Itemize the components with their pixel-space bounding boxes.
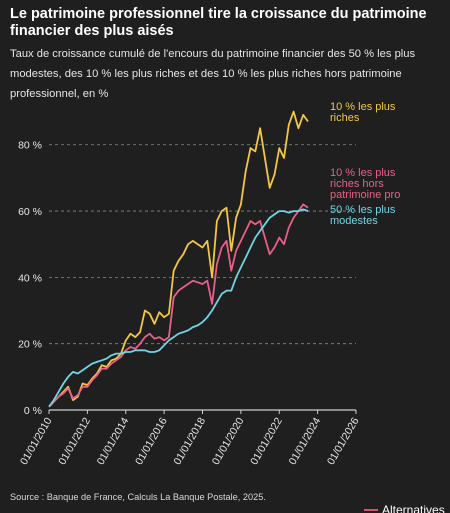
series-label-line: riches hors [330,178,384,190]
source-note: Source : Banque de France, Calculs La Ba… [10,492,266,502]
y-tick-label: 40 % [18,272,42,284]
x-tick-label: 01/01/2022 [248,415,285,467]
chart-title: Le patrimoine professionnel tire la croi… [10,6,427,39]
x-tick-label: 01/01/2020 [210,415,247,467]
y-tick-label: 60 % [18,206,42,218]
series-label-top10: 10 % les plus riches [330,101,396,124]
x-tick-label: 01/01/2016 [133,415,170,467]
series-line-bottom50 [48,208,309,408]
brand-name: Alternatives [382,503,445,513]
series-label-line: 10 % les plus [330,101,396,113]
series-lines [48,110,309,408]
grid-lines [49,144,356,411]
y-tick-label: 80 % [18,140,42,152]
brand-logo: Alternatives [364,503,450,513]
series-line-top10_hors_pro [48,203,309,408]
x-tick-label: 01/01/2024 [287,415,324,467]
series-label-line: modestes [330,215,378,227]
series-label-line: 10 % les plus [330,167,396,179]
x-tick-label: 01/01/2012 [56,415,93,467]
x-tick-label: 01/01/2014 [95,415,132,467]
x-tick-label: 01/01/2026 [325,415,362,467]
x-tick-label: 01/01/2018 [171,415,208,467]
series-line-top10 [48,110,309,408]
chart-subtitle: Taux de croissance cumulé de l'encours d… [10,48,416,100]
y-tick-label: 0 % [24,405,42,417]
y-axis-ticks: 0 % 20 % 40 % 60 % 80 % [18,140,42,417]
x-tick-label: 01/01/2010 [18,415,55,467]
series-label-bottom50: 50 % les plus modestes [330,204,396,227]
y-tick-label: 20 % [18,339,42,351]
series-label-line: 50 % les plus [330,204,396,216]
series-label-line: riches [330,112,360,124]
series-label-line: patrimoine pro [330,189,400,201]
x-axis-ticks: 01/01/2010 01/01/2012 01/01/2014 01/01/2016… [18,410,362,467]
series-label-top10_hors_pro: 10 % les plus riches hors patrimoine pro [330,167,400,201]
brand-accent [364,509,378,511]
